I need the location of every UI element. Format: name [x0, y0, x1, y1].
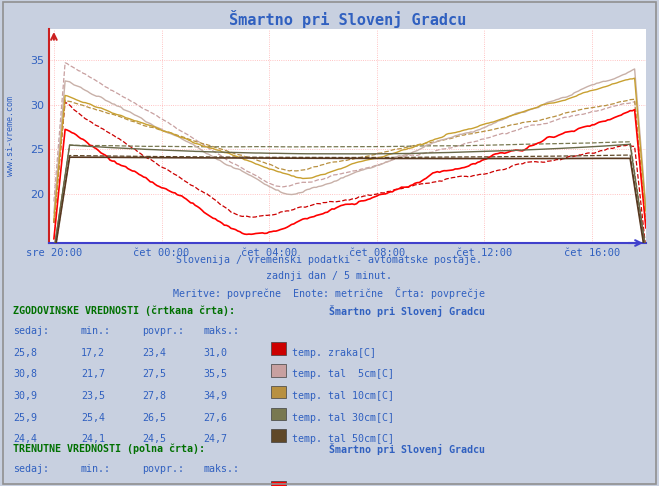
Bar	[272, 343, 285, 355]
Text: 30,8: 30,8	[13, 369, 37, 379]
Text: temp. tal  5cm[C]: temp. tal 5cm[C]	[292, 369, 394, 379]
Text: Slovenija / vremenski podatki - avtomatske postaje.: Slovenija / vremenski podatki - avtomats…	[177, 255, 482, 265]
Text: 24,7: 24,7	[204, 434, 227, 444]
Text: 34,9: 34,9	[204, 391, 227, 401]
Text: 31,0: 31,0	[204, 347, 227, 358]
Text: ZGODOVINSKE VREDNOSTI (črtkana črta):: ZGODOVINSKE VREDNOSTI (črtkana črta):	[13, 305, 235, 316]
Text: maks.:: maks.:	[204, 326, 240, 336]
Text: 24,4: 24,4	[13, 434, 37, 444]
Text: 25,8: 25,8	[13, 347, 37, 358]
Text: povpr.:: povpr.:	[142, 464, 185, 474]
Title: Šmartno pri Slovenj Gradcu: Šmartno pri Slovenj Gradcu	[229, 10, 467, 28]
Text: 30,9: 30,9	[13, 391, 37, 401]
Text: TRENUTNE VREDNOSTI (polna črta):: TRENUTNE VREDNOSTI (polna črta):	[13, 443, 205, 454]
Text: min.:: min.:	[81, 326, 111, 336]
Text: 25,4: 25,4	[81, 413, 105, 423]
Text: 26,5: 26,5	[142, 413, 166, 423]
Text: 25,9: 25,9	[13, 413, 37, 423]
Text: temp. tal 30cm[C]: temp. tal 30cm[C]	[292, 413, 394, 423]
Text: temp. tal 10cm[C]: temp. tal 10cm[C]	[292, 391, 394, 401]
Bar	[272, 386, 285, 399]
Text: Šmartno pri Slovenj Gradcu: Šmartno pri Slovenj Gradcu	[330, 305, 486, 317]
Text: 24,5: 24,5	[142, 434, 166, 444]
Text: min.:: min.:	[81, 464, 111, 474]
Text: 27,6: 27,6	[204, 413, 227, 423]
Text: sedaj:: sedaj:	[13, 464, 49, 474]
Text: 27,5: 27,5	[142, 369, 166, 379]
Text: 23,5: 23,5	[81, 391, 105, 401]
Text: sedaj:: sedaj:	[13, 326, 49, 336]
Text: 21,7: 21,7	[81, 369, 105, 379]
Text: maks.:: maks.:	[204, 464, 240, 474]
Text: povpr.:: povpr.:	[142, 326, 185, 336]
Bar	[272, 408, 285, 420]
Text: www.si-vreme.com: www.si-vreme.com	[6, 96, 15, 176]
Bar	[272, 364, 285, 377]
Text: 27,8: 27,8	[142, 391, 166, 401]
Bar	[272, 481, 285, 486]
Bar	[272, 429, 285, 442]
Text: Meritve: povprečne  Enote: metrične  Črta: povprečje: Meritve: povprečne Enote: metrične Črta:…	[173, 287, 486, 299]
Text: Šmartno pri Slovenj Gradcu: Šmartno pri Slovenj Gradcu	[330, 443, 486, 455]
Text: 23,4: 23,4	[142, 347, 166, 358]
Text: 35,5: 35,5	[204, 369, 227, 379]
Text: zadnji dan / 5 minut.: zadnji dan / 5 minut.	[266, 271, 393, 281]
Text: temp. tal 50cm[C]: temp. tal 50cm[C]	[292, 434, 394, 444]
Text: 24,1: 24,1	[81, 434, 105, 444]
Text: 17,2: 17,2	[81, 347, 105, 358]
Text: temp. zraka[C]: temp. zraka[C]	[292, 347, 376, 358]
